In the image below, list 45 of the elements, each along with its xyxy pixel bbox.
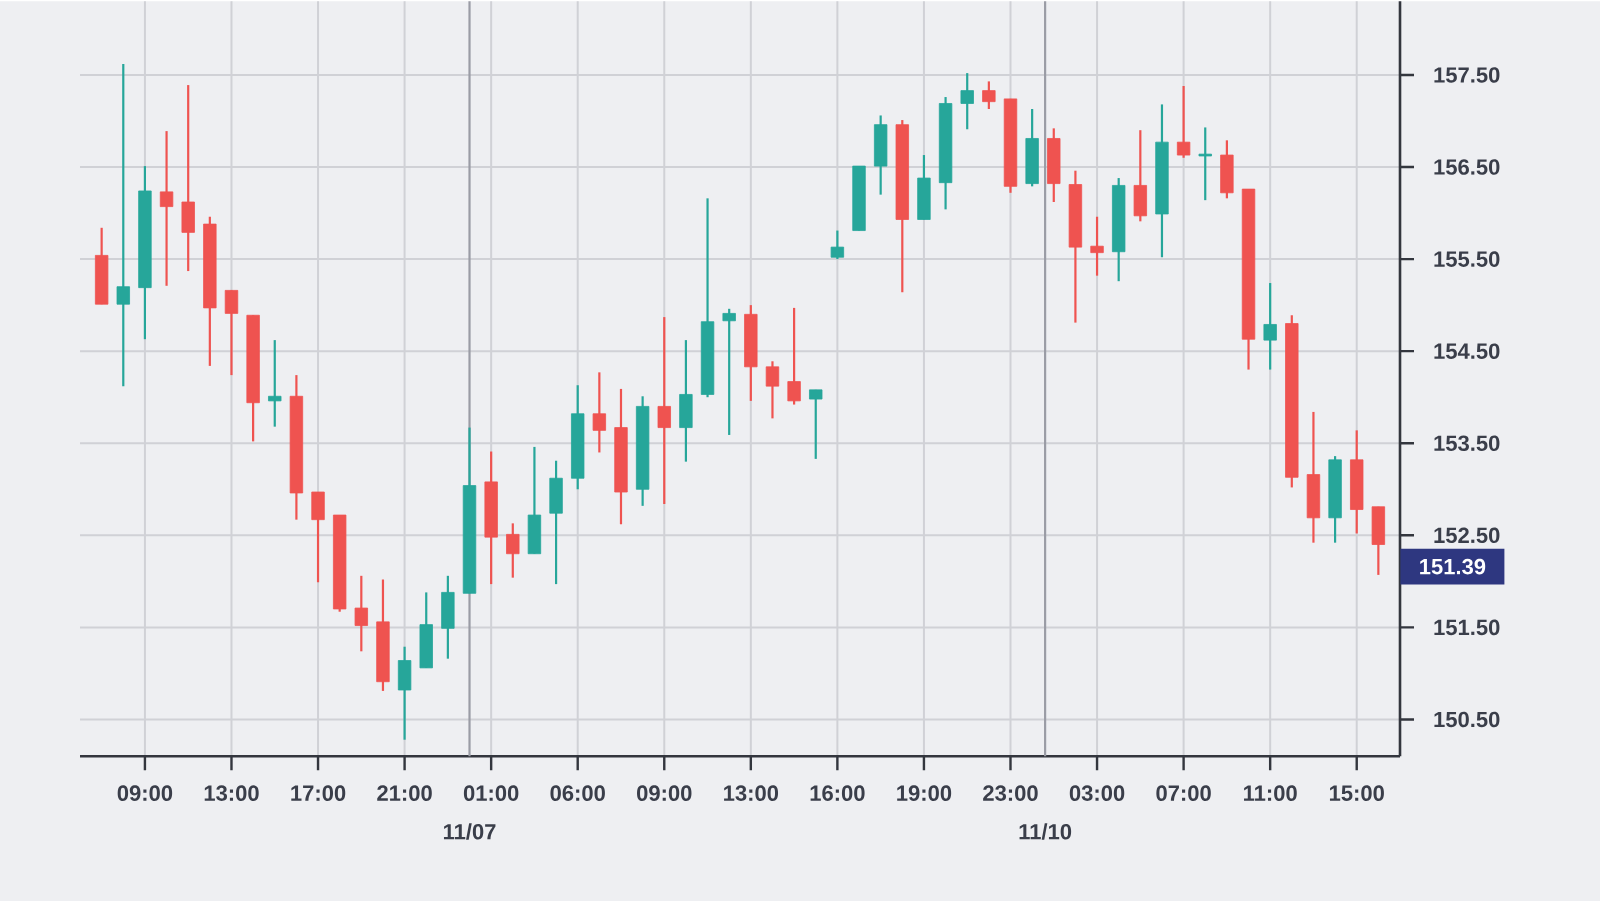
y-tick-label: 152.50 xyxy=(1434,527,1500,543)
x-tick-label: 19:00 xyxy=(897,785,952,801)
y-tick-label: 157.50 xyxy=(1434,67,1500,83)
x-tick-label: 01:00 xyxy=(463,785,519,801)
candlestick xyxy=(960,71,974,131)
candlestick xyxy=(506,522,520,579)
text: 11/10 xyxy=(1019,823,1072,840)
candlestick xyxy=(1263,281,1277,371)
candlestick xyxy=(787,306,801,406)
candlestick xyxy=(224,289,239,377)
candlestick xyxy=(1090,215,1104,277)
candlestick xyxy=(765,360,780,420)
y-tick-label: 150.50 xyxy=(1434,711,1500,728)
y-tick-label: 156.50 xyxy=(1434,159,1500,175)
x-tick-label: 07:00 xyxy=(1156,785,1211,801)
x-tick-label: 13:00 xyxy=(724,785,779,801)
candlestick xyxy=(116,62,130,388)
candlestick xyxy=(268,338,282,428)
y-tick-label: 155.50 xyxy=(1434,251,1500,267)
text: 11/07 xyxy=(443,823,496,840)
x-tick-label: 16:00 xyxy=(810,785,865,801)
candlestick xyxy=(657,315,671,505)
candlestick xyxy=(1198,126,1212,202)
candlestick xyxy=(830,229,845,261)
candlestick xyxy=(592,371,607,454)
candlestick xyxy=(354,574,368,653)
x-tick-label: 13:00 xyxy=(204,785,259,801)
x-tick-label: 09:00 xyxy=(117,785,173,801)
x-tick-label: 21:00 xyxy=(377,785,432,801)
candlestick xyxy=(722,307,736,436)
text: 151.39 xyxy=(1420,558,1486,575)
candlestick xyxy=(159,129,174,287)
y-tick-label: 151.50 xyxy=(1434,619,1500,636)
candlestick xyxy=(809,388,823,460)
x-tick-label: 17:00 xyxy=(291,785,346,801)
x-tick-label: 11:00 xyxy=(1244,785,1297,801)
candlestick xyxy=(982,80,996,110)
y-tick-label: 154.50 xyxy=(1434,343,1500,359)
x-tick-label: 06:00 xyxy=(550,785,605,801)
x-tick-label: 09:00 xyxy=(637,785,692,801)
x-tick-label: 15:00 xyxy=(1329,785,1384,801)
y-tick-label: 153.50 xyxy=(1434,435,1500,451)
x-tick-label: 03:00 xyxy=(1069,785,1125,801)
candlestick xyxy=(1176,84,1191,159)
x-tick-label: 23:00 xyxy=(983,785,1038,801)
